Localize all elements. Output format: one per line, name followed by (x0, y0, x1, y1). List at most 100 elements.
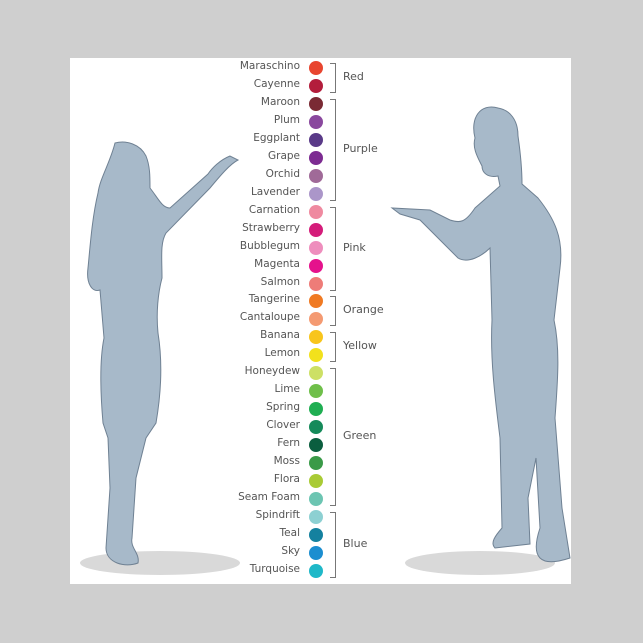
color-name: Clover (266, 419, 300, 432)
color-name: Moss (273, 455, 300, 468)
figures (80, 106, 571, 575)
group-label: Red (343, 69, 364, 83)
color-swatch (309, 402, 323, 417)
color-swatch (309, 366, 323, 381)
group-bracket (330, 296, 336, 327)
color-row: Lemon (230, 346, 330, 364)
color-row: Orchid (230, 167, 330, 185)
group-bracket (330, 98, 336, 201)
color-row: Salmon (230, 275, 330, 293)
color-row: Fern (230, 436, 330, 454)
color-swatch (309, 330, 323, 345)
color-swatch (309, 61, 323, 75)
color-name: Cayenne (253, 77, 300, 90)
color-name: Spindrift (255, 509, 300, 521)
color-row: Turquoise (230, 562, 330, 580)
color-name: Spring (266, 401, 300, 414)
color-swatch (309, 114, 323, 129)
color-swatch (309, 348, 323, 363)
color-swatch (309, 456, 323, 471)
color-swatch (309, 438, 323, 453)
color-row: Banana (230, 328, 330, 346)
color-row: Seam Foam (230, 490, 330, 508)
color-row: Teal (230, 526, 330, 544)
color-row: Lime (230, 382, 330, 400)
color-swatch (309, 545, 323, 560)
color-name: Teal (279, 526, 300, 539)
color-name: Cantaloupe (239, 311, 300, 324)
color-name: Plum (273, 113, 300, 126)
color-name: Magenta (254, 257, 300, 270)
group-label: Purple (343, 141, 378, 155)
group-bracket (330, 63, 336, 93)
group-label: Yellow (343, 339, 377, 353)
color-row: Spindrift (230, 508, 330, 526)
man-silhouette (390, 106, 571, 563)
color-row: Magenta (230, 257, 330, 275)
color-name: Honeydew (244, 365, 300, 378)
color-swatch (309, 132, 323, 147)
color-row: Strawberry (230, 221, 330, 239)
color-swatch (309, 168, 323, 183)
color-row: Clover (230, 418, 330, 436)
woman-shadow (80, 551, 240, 575)
color-name: Flora (273, 473, 300, 486)
color-name: Bubblegum (239, 239, 300, 252)
color-name: Salmon (260, 275, 300, 288)
infographic-panel: Maraschino Cayenne Maroon Plum Eggplant Grape… (70, 58, 571, 584)
color-swatch (309, 96, 323, 111)
color-swatch (309, 204, 323, 219)
color-row: Lavender (230, 185, 330, 203)
color-name: Tangerine (248, 293, 300, 306)
group-label: Orange (343, 303, 384, 317)
color-name: Eggplant (253, 131, 300, 144)
group-label: Pink (343, 240, 366, 254)
color-swatch (309, 420, 323, 435)
group-bracket (330, 206, 336, 291)
color-row: Maraschino (230, 59, 330, 77)
color-row: Grape (230, 149, 330, 167)
group-label: Green (343, 429, 377, 443)
color-name: Fern (277, 437, 300, 450)
color-swatch (309, 510, 323, 524)
color-name: Strawberry (242, 221, 300, 234)
color-name: Orchid (265, 167, 300, 180)
color-row: Tangerine (230, 292, 330, 310)
color-row: Sky (230, 544, 330, 562)
man-shadow (405, 551, 555, 575)
color-swatch (309, 384, 323, 399)
color-row: Honeydew (230, 364, 330, 382)
color-swatch (309, 258, 323, 273)
color-swatch (309, 150, 323, 165)
color-name: Maraschino (239, 60, 300, 72)
color-name: Sky (281, 544, 300, 557)
color-row: Plum (230, 113, 330, 131)
color-name: Seam Foam (238, 491, 300, 504)
color-name: Carnation (248, 203, 300, 216)
color-row: Cayenne (230, 77, 330, 95)
color-row: Maroon (230, 95, 330, 113)
color-swatch (309, 222, 323, 237)
color-row: Carnation (230, 203, 330, 221)
color-swatch (309, 294, 323, 309)
color-name: Lime (274, 383, 300, 396)
color-row: Moss (230, 454, 330, 472)
color-swatch (309, 563, 323, 578)
color-swatch (309, 186, 323, 201)
color-name: Lavender (250, 185, 300, 198)
color-swatch (309, 276, 323, 291)
color-row: Spring (230, 400, 330, 418)
woman-silhouette (87, 141, 240, 566)
group-bracket (330, 368, 336, 507)
group-label: Blue (343, 536, 368, 550)
color-swatch (309, 240, 323, 255)
color-swatch (309, 312, 323, 327)
color-name: Turquoise (249, 562, 300, 575)
color-swatch (309, 527, 323, 542)
color-swatch (309, 492, 323, 507)
group-bracket (330, 332, 336, 363)
color-name: Banana (260, 329, 300, 342)
color-name: Grape (267, 149, 300, 162)
color-name: Lemon (264, 347, 300, 360)
color-swatch (309, 78, 323, 93)
